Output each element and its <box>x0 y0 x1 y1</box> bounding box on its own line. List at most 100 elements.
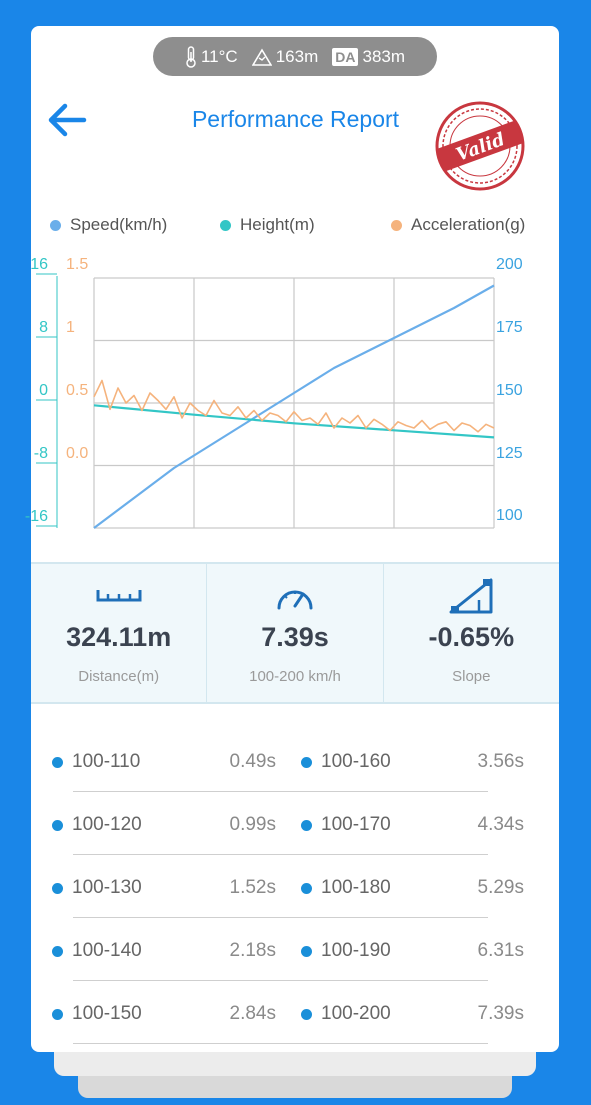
speed-tick-label: 100 <box>496 507 523 524</box>
split-divider <box>73 791 488 792</box>
split-dot-icon <box>52 819 63 831</box>
split-time: 0.49s <box>229 751 276 772</box>
height-tick-label: 16 <box>30 256 48 273</box>
split-range: 100-140 <box>72 940 142 961</box>
split-time: 3.56s <box>477 751 524 772</box>
temperature-value: 11°C <box>200 46 238 66</box>
conditions-pill: 11°C 163m DA 383m <box>153 37 437 76</box>
legend-height-label: Height(m) <box>240 215 315 234</box>
density-altitude-item: DA 383m <box>332 47 405 67</box>
legend-height: Height(m) <box>220 215 315 235</box>
split-range: 100-170 <box>321 814 391 835</box>
legend-speed-dot <box>50 219 61 231</box>
split-dot-icon <box>301 882 312 894</box>
split-range: 100-190 <box>321 940 391 961</box>
chart-left-axes: 16 8 0 -8 -16 1.5 1 0.5 0.0 <box>25 256 88 528</box>
stat-distance: 324.11m Distance(m) <box>31 564 208 702</box>
legend-acceleration-label: Acceleration(g) <box>411 215 526 234</box>
split-range: 100-120 <box>72 814 142 835</box>
split-range: 100-200 <box>321 1003 391 1024</box>
thermometer-icon <box>186 45 196 68</box>
altitude-item: 163m <box>251 46 319 67</box>
legend-height-dot <box>220 219 231 231</box>
split-divider <box>73 980 488 981</box>
split-range: 100-110 <box>72 751 141 772</box>
series-line <box>93 284 495 529</box>
split-time: 4.34s <box>477 814 524 835</box>
split-dot-icon <box>52 1008 63 1020</box>
legend-speed-label: Speed(km/h) <box>70 215 168 234</box>
series-line <box>93 404 495 439</box>
split-row: 100-120 0.99s 100-170 4.34s <box>0 810 591 870</box>
split-item: 100-170 <box>301 810 391 840</box>
split-time: 7.39s <box>477 1003 524 1024</box>
split-range: 100-150 <box>72 1003 142 1024</box>
distance-value: 324.11m <box>66 622 172 652</box>
chart-right-axis: 200 175 150 125 100 <box>496 256 523 524</box>
speed-tick-label: 200 <box>496 256 523 273</box>
split-range: 100-180 <box>321 877 391 898</box>
split-range: 100-130 <box>72 877 142 898</box>
split-item: 100-130 <box>52 873 142 903</box>
split-row: 100-110 0.49s 100-160 3.56s <box>0 747 591 807</box>
split-row: 100-150 2.84s 100-200 7.39s <box>0 999 591 1059</box>
distance-label: Distance(m) <box>78 668 160 685</box>
stat-slope: -0.65% Slope <box>384 564 559 702</box>
split-item: 100-180 <box>301 873 391 903</box>
split-dot-icon <box>52 882 63 894</box>
accel-tick-label: 0.5 <box>66 382 88 399</box>
accel-tick-label: 0.0 <box>66 445 88 462</box>
altitude-value: 163m <box>275 46 319 66</box>
split-dot-icon <box>301 945 312 957</box>
slope-value: -0.65% <box>428 622 515 652</box>
height-tick-label: 8 <box>39 319 48 336</box>
legend-acceleration: Acceleration(g) <box>391 215 525 235</box>
split-time: 6.31s <box>477 940 524 961</box>
split-divider <box>73 854 488 855</box>
report-card <box>31 26 559 1052</box>
series-line <box>93 379 495 433</box>
height-tick-label: 0 <box>39 382 48 399</box>
split-item: 100-110 <box>52 747 140 777</box>
mountain-icon <box>251 47 272 66</box>
time-label: 100-200 km/h <box>249 668 341 685</box>
height-tick-label: -8 <box>34 445 48 462</box>
back-button[interactable] <box>46 102 88 138</box>
height-tick-label: -16 <box>25 508 48 525</box>
split-dot-icon <box>301 819 312 831</box>
density-altitude-value: 383m <box>362 46 406 66</box>
split-row: 100-130 1.52s 100-180 5.29s <box>0 873 591 933</box>
split-item: 100-140 <box>52 936 142 966</box>
split-divider <box>73 1043 488 1044</box>
speed-tick-label: 150 <box>496 382 523 399</box>
arrow-left-icon <box>48 103 87 137</box>
split-time: 2.18s <box>229 940 276 961</box>
stats-panel: 324.11m Distance(m) 7.39s 100-200 km/h -… <box>31 562 559 704</box>
valid-stamp: Valid <box>430 100 528 192</box>
chart-series <box>93 284 495 529</box>
slope-icon <box>449 578 493 614</box>
split-divider <box>73 917 488 918</box>
split-range: 100-160 <box>321 751 391 772</box>
legend-speed: Speed(km/h) <box>50 215 167 235</box>
split-dot-icon <box>301 1008 312 1020</box>
speed-tick-label: 125 <box>496 445 523 462</box>
valid-stamp-seal: Valid <box>435 101 525 191</box>
split-dot-icon <box>301 756 312 768</box>
split-item: 100-190 <box>301 936 391 966</box>
chart-grid <box>93 277 495 529</box>
split-time: 2.84s <box>229 1003 276 1024</box>
split-dot-icon <box>52 756 63 768</box>
page-title: Performance Report <box>191 106 400 132</box>
split-item: 100-200 <box>301 999 391 1029</box>
split-time: 0.99s <box>229 814 276 835</box>
split-item: 100-160 <box>301 747 391 777</box>
chart-legend: Speed(km/h) Height(m) Acceleration(g) <box>0 215 591 239</box>
slope-label: Slope <box>452 668 491 685</box>
split-row: 100-140 2.18s 100-190 6.31s <box>0 936 591 996</box>
legend-acceleration-dot <box>391 219 402 231</box>
accel-tick-label: 1 <box>66 319 75 336</box>
performance-chart: 16 8 0 -8 -16 1.5 1 0.5 0.0 200 175 150 125 100 <box>25 256 523 529</box>
split-dot-icon <box>52 945 63 957</box>
split-item: 100-120 <box>52 810 142 840</box>
